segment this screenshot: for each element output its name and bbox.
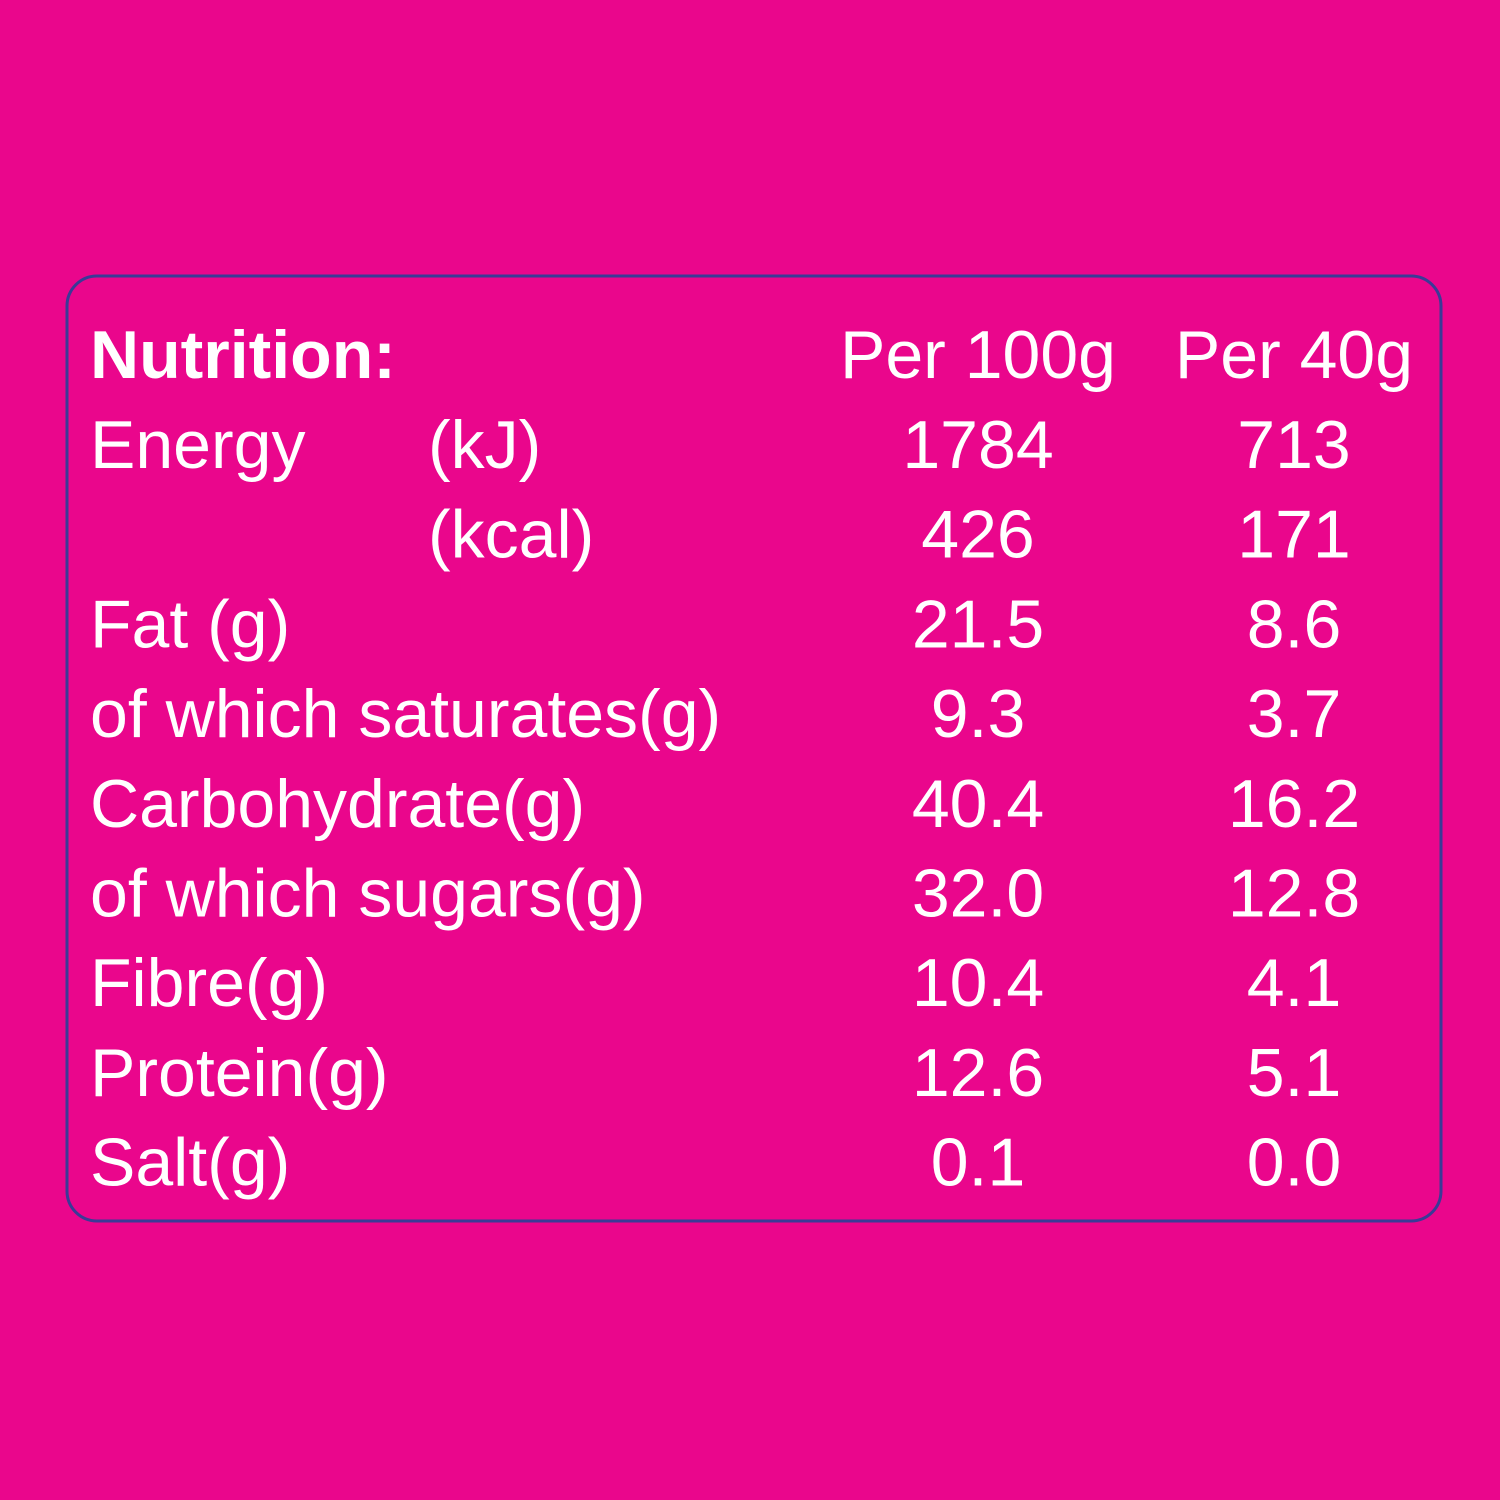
table-border [65,274,1443,1223]
row-value: 0.0 [1247,1125,1342,1201]
row-value: 16.2 [1228,766,1360,842]
row-value: 12.8 [1228,856,1360,932]
row-value: 12.6 [912,1035,1044,1111]
column-header: Per 100g [840,317,1116,393]
row-value: 40.4 [912,766,1044,842]
row-label: Protein(g) [90,1035,389,1111]
row-label: Carbohydrate(g) [90,766,585,842]
row-value: 8.6 [1247,586,1342,662]
row-label: Energy [90,407,305,483]
row-value: 171 [1237,497,1350,573]
row-value: 32.0 [912,856,1044,932]
table-title: Nutrition: [90,317,396,393]
row-unit: (kcal) [428,497,594,573]
row-label: of which sugars(g) [90,856,646,932]
row-value: 1784 [902,407,1053,483]
row-unit: (kJ) [428,407,541,483]
row-value: 5.1 [1247,1035,1342,1111]
row-label: of which saturates(g) [90,676,721,752]
row-value: 3.7 [1247,676,1342,752]
row-value: 426 [921,497,1034,573]
row-value: 9.3 [931,676,1026,752]
row-value: 0.1 [931,1125,1026,1201]
row-label: Salt(g) [90,1125,290,1201]
row-value: 713 [1237,407,1350,483]
row-value: 10.4 [912,945,1044,1021]
row-value: 4.1 [1247,945,1342,1021]
column-header: Per 40g [1175,317,1413,393]
row-value: 21.5 [912,586,1044,662]
row-label: Fibre(g) [90,945,328,1021]
row-label: Fat (g) [90,586,290,662]
